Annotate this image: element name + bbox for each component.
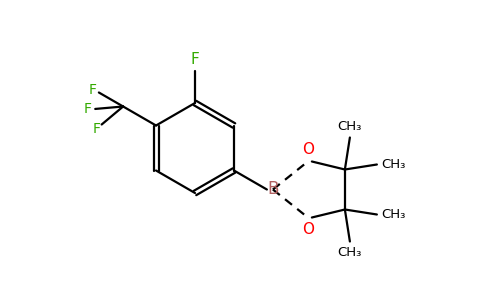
Text: CH₃: CH₃	[338, 245, 362, 259]
Text: F: F	[92, 122, 101, 136]
Text: F: F	[89, 82, 97, 97]
Text: F: F	[191, 52, 199, 67]
Text: CH₃: CH₃	[381, 208, 405, 221]
Text: F: F	[83, 102, 91, 116]
Text: O: O	[302, 221, 314, 236]
Text: CH₃: CH₃	[381, 158, 405, 171]
Text: O: O	[302, 142, 314, 158]
Text: B: B	[267, 181, 279, 199]
Text: CH₃: CH₃	[338, 121, 362, 134]
